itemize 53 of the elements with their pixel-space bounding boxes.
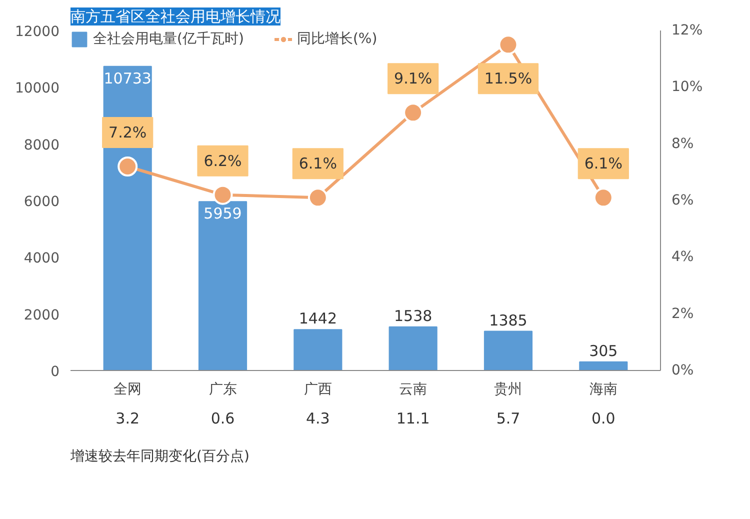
y2-tick-label: 4% (672, 249, 694, 266)
y2-tick-label: 12% (672, 22, 703, 38)
point (308, 188, 328, 208)
bar (294, 329, 342, 370)
data-label: 1538 (394, 306, 432, 325)
y2-tick-label: 2% (672, 306, 694, 322)
data-label: 7.2% (108, 124, 147, 142)
bar (484, 330, 533, 370)
data-label: 5959 (204, 204, 242, 223)
data-label: 10733 (104, 69, 152, 88)
bar (388, 326, 438, 370)
bar (579, 361, 628, 370)
point (212, 184, 233, 205)
x-tick-label: 广西 (304, 382, 332, 398)
x-tick-label: 贵州 (494, 382, 522, 398)
legend-label: 同比增长(%) (296, 30, 378, 48)
data-label: 1385 (489, 311, 528, 330)
point (593, 188, 614, 208)
text: 0.0 (591, 410, 616, 428)
point (403, 102, 424, 123)
y-tick-label: 4000 (24, 250, 60, 267)
bar (198, 201, 248, 370)
text: 0.6 (210, 410, 235, 428)
data-label: 6.2% (204, 152, 242, 170)
x-tick-label: 海南 (589, 382, 618, 398)
y-tick-label: 6000 (24, 194, 60, 210)
y2-tick-label: 6% (672, 192, 694, 208)
chart-title: 南方五省区全社会用电增长情况 (70, 8, 280, 26)
text: 11.1 (396, 410, 430, 428)
y-tick-label: 10000 (14, 80, 60, 97)
text: 4.3 (306, 410, 330, 428)
legend-label: 全社会用电量(亿千瓦时) (93, 30, 244, 48)
text: 3.2 (116, 410, 140, 428)
data-label: 305 (589, 342, 618, 360)
data-label: 1442 (298, 310, 338, 328)
data-label: 9.1% (394, 70, 432, 88)
data-label: 6.1% (298, 154, 337, 173)
y2-tick-label: 10% (672, 79, 703, 96)
y-tick-label: 12000 (14, 24, 60, 40)
data-label: 6.1% (584, 154, 622, 173)
x-tick-label: 云南 (399, 382, 428, 398)
x-tick-label: 广东 (208, 382, 237, 398)
point (498, 34, 518, 55)
x-tick-label: 全网 (114, 382, 142, 398)
y-tick-label: 2000 (24, 307, 60, 324)
text: 增速较去年同期变化(百分点) (70, 448, 250, 464)
point (118, 156, 138, 176)
y2-tick-label: 0% (672, 362, 694, 378)
y-tick-label: 0 (50, 364, 60, 380)
text: 5.7 (496, 410, 520, 428)
y2-tick-label: 8% (672, 136, 694, 152)
y-tick-label: 8000 (24, 137, 60, 154)
data-label: 11.5% (484, 70, 532, 88)
